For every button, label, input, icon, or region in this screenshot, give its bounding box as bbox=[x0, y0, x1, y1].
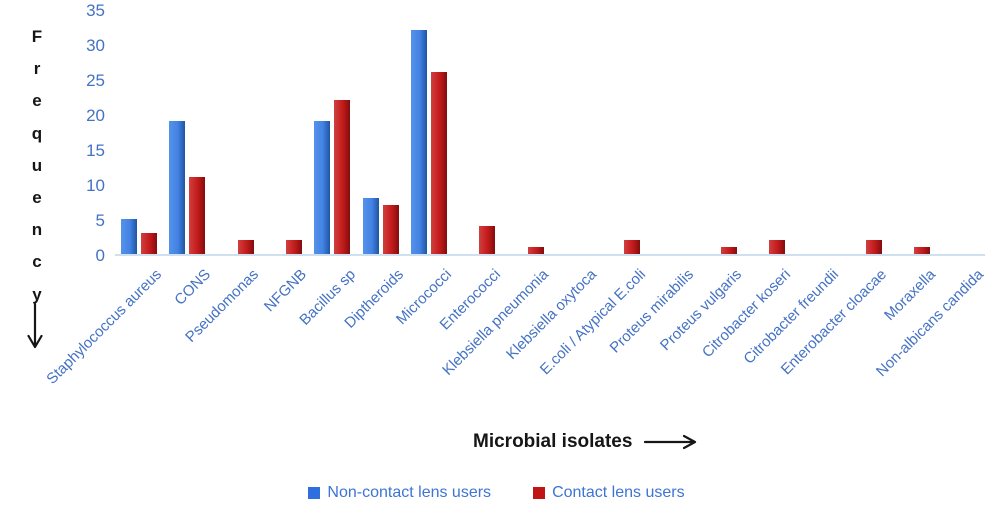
y-tick-label: 0 bbox=[95, 246, 105, 265]
bar-group bbox=[598, 11, 646, 254]
legend-swatch-noncontact bbox=[308, 487, 321, 499]
y-tick-label: 25 bbox=[86, 71, 105, 90]
bar-noncontact bbox=[121, 219, 138, 254]
y-tick-label: 35 bbox=[86, 1, 105, 20]
y-axis-letter: c bbox=[32, 252, 42, 272]
bar-noncontact bbox=[362, 198, 379, 254]
bar-group bbox=[308, 11, 356, 254]
y-axis-letter: y bbox=[32, 284, 42, 304]
y-axis-letter: q bbox=[31, 123, 43, 143]
bar-group bbox=[695, 11, 743, 254]
bar-noncontact bbox=[169, 121, 186, 254]
bar-noncontact bbox=[314, 121, 331, 254]
legend-item-contact: Contact lens users bbox=[533, 484, 685, 502]
bar-contact bbox=[334, 100, 351, 254]
legend-label-contact: Contact lens users bbox=[552, 484, 685, 501]
bar-group bbox=[115, 11, 163, 254]
bar-group bbox=[453, 11, 501, 254]
y-tick-label: 5 bbox=[95, 211, 105, 230]
y-axis-letter: r bbox=[33, 59, 41, 79]
bar-contact bbox=[866, 240, 883, 254]
legend-label-noncontact: Non-contact lens users bbox=[327, 484, 492, 501]
bar-group bbox=[357, 11, 405, 254]
bar-group bbox=[888, 11, 936, 254]
bar-contact bbox=[479, 226, 496, 254]
bar-contact bbox=[624, 240, 641, 254]
y-axis-letter: e bbox=[32, 188, 42, 208]
y-tick-label: 10 bbox=[86, 176, 105, 195]
bar-group bbox=[260, 11, 308, 254]
right-arrow-icon bbox=[644, 434, 697, 450]
y-tick-label: 30 bbox=[86, 36, 105, 55]
y-axis-letter: e bbox=[32, 91, 42, 111]
bar-contact bbox=[769, 240, 786, 254]
bar-contact bbox=[914, 247, 931, 254]
bar-group bbox=[405, 11, 453, 254]
bar-noncontact bbox=[411, 30, 428, 254]
y-axis-ticks: 0 5 10 15 20 25 30 35 bbox=[45, 1, 105, 265]
x-category-label: Staphylococcus aureus bbox=[43, 266, 166, 388]
down-arrow-icon bbox=[27, 303, 43, 349]
y-axis-letter: n bbox=[31, 220, 43, 240]
bar-contact bbox=[527, 247, 544, 254]
bar-contact bbox=[141, 233, 158, 254]
bar-group bbox=[502, 11, 550, 254]
y-axis-letter: F bbox=[31, 27, 43, 47]
bar-contact bbox=[721, 247, 738, 254]
bar-group bbox=[163, 11, 211, 254]
plot-area bbox=[115, 11, 985, 256]
x-axis-title-text: Microbial isolates bbox=[473, 431, 633, 452]
bar-group bbox=[840, 11, 888, 254]
legend-swatch-contact bbox=[533, 487, 546, 499]
legend-item-noncontact: Non-contact lens users bbox=[308, 484, 491, 502]
x-axis-title: Microbial isolates bbox=[473, 431, 702, 453]
bar-contact bbox=[382, 205, 399, 254]
y-tick-label: 15 bbox=[86, 141, 105, 160]
bar-contact bbox=[189, 177, 206, 254]
y-tick-label: 20 bbox=[86, 106, 105, 125]
legend: Non-contact lens users Contact lens user… bbox=[0, 484, 993, 502]
bar-group bbox=[743, 11, 791, 254]
y-axis-letter: u bbox=[31, 155, 43, 175]
bar-contact bbox=[286, 240, 303, 254]
bar-group bbox=[212, 11, 260, 254]
bar-contact bbox=[237, 240, 254, 254]
bar-contact bbox=[431, 72, 448, 254]
